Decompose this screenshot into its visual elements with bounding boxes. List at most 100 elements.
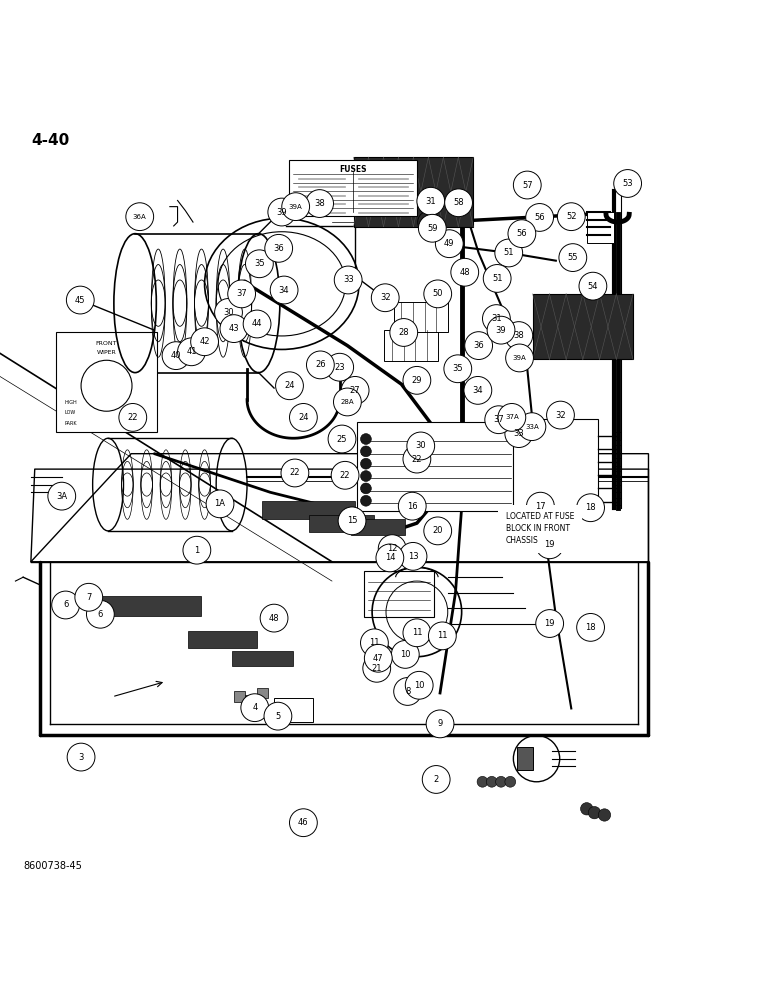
Circle shape xyxy=(405,671,433,699)
Text: 29: 29 xyxy=(411,376,422,385)
FancyBboxPatch shape xyxy=(309,515,374,532)
Circle shape xyxy=(48,482,76,510)
Text: 30: 30 xyxy=(415,441,426,450)
Text: 38: 38 xyxy=(314,199,325,208)
Text: 5: 5 xyxy=(276,712,280,721)
FancyBboxPatch shape xyxy=(364,571,434,617)
FancyBboxPatch shape xyxy=(257,688,268,698)
Text: 11: 11 xyxy=(411,628,422,637)
FancyBboxPatch shape xyxy=(290,160,417,216)
Text: 6: 6 xyxy=(98,610,103,619)
Text: 28: 28 xyxy=(398,328,409,337)
Circle shape xyxy=(67,743,95,771)
FancyBboxPatch shape xyxy=(513,419,598,508)
Text: 37: 37 xyxy=(236,289,247,298)
Circle shape xyxy=(361,446,371,457)
Circle shape xyxy=(282,193,310,221)
Text: 42: 42 xyxy=(199,337,210,346)
Circle shape xyxy=(559,244,587,271)
FancyBboxPatch shape xyxy=(232,651,293,666)
Text: 55: 55 xyxy=(567,253,578,262)
Circle shape xyxy=(482,305,510,332)
Circle shape xyxy=(435,230,463,258)
Circle shape xyxy=(391,641,419,668)
Circle shape xyxy=(265,234,293,262)
Text: 14: 14 xyxy=(384,553,395,562)
Circle shape xyxy=(418,214,446,242)
Text: 11: 11 xyxy=(437,631,448,640)
Text: 15: 15 xyxy=(347,516,357,525)
Circle shape xyxy=(290,809,317,837)
Circle shape xyxy=(398,492,426,520)
Circle shape xyxy=(508,220,536,248)
Circle shape xyxy=(371,284,399,312)
Text: 1: 1 xyxy=(195,546,199,555)
Text: 33: 33 xyxy=(513,429,524,438)
Text: 20: 20 xyxy=(432,526,443,535)
Circle shape xyxy=(518,413,546,441)
Text: 22: 22 xyxy=(411,455,422,464)
Text: 6: 6 xyxy=(63,600,68,609)
Circle shape xyxy=(495,239,523,267)
Text: 56: 56 xyxy=(516,229,527,238)
Circle shape xyxy=(424,517,452,545)
Text: 10: 10 xyxy=(414,681,425,690)
Circle shape xyxy=(334,388,361,416)
Circle shape xyxy=(394,678,422,705)
Circle shape xyxy=(577,613,604,641)
Text: 47: 47 xyxy=(373,654,384,663)
FancyBboxPatch shape xyxy=(533,294,633,359)
FancyBboxPatch shape xyxy=(234,691,245,702)
Text: LOCATED AT FUSE
BLOCK IN FRONT
CHASSIS: LOCATED AT FUSE BLOCK IN FRONT CHASSIS xyxy=(506,512,574,545)
Text: 18: 18 xyxy=(585,623,596,632)
Text: 32: 32 xyxy=(380,293,391,302)
Text: 31: 31 xyxy=(491,314,502,323)
Circle shape xyxy=(496,776,506,787)
Circle shape xyxy=(581,803,593,815)
Text: 16: 16 xyxy=(407,502,418,511)
Circle shape xyxy=(281,459,309,487)
Text: 33: 33 xyxy=(343,275,354,284)
Circle shape xyxy=(424,280,452,308)
FancyBboxPatch shape xyxy=(587,212,614,243)
Text: 31: 31 xyxy=(425,197,436,206)
Circle shape xyxy=(477,776,488,787)
Text: 2: 2 xyxy=(434,775,438,784)
Text: 19: 19 xyxy=(544,619,555,628)
Circle shape xyxy=(505,420,533,448)
Text: FUSES: FUSES xyxy=(340,165,367,174)
Circle shape xyxy=(426,710,454,738)
FancyBboxPatch shape xyxy=(357,422,515,511)
Text: PARK: PARK xyxy=(64,421,76,426)
Circle shape xyxy=(86,600,114,628)
Text: 26: 26 xyxy=(315,360,326,369)
FancyBboxPatch shape xyxy=(384,330,438,361)
Text: 23: 23 xyxy=(334,363,345,372)
Text: 3: 3 xyxy=(79,753,83,762)
Text: 44: 44 xyxy=(252,319,262,328)
Text: 11: 11 xyxy=(369,638,380,647)
Circle shape xyxy=(486,776,497,787)
Text: 22: 22 xyxy=(127,413,138,422)
Text: 8: 8 xyxy=(405,687,410,696)
Circle shape xyxy=(513,171,541,199)
FancyBboxPatch shape xyxy=(354,157,473,227)
Circle shape xyxy=(119,404,147,431)
Text: 27: 27 xyxy=(350,386,361,395)
Text: 37: 37 xyxy=(493,415,504,424)
Circle shape xyxy=(417,187,445,215)
Circle shape xyxy=(268,198,296,226)
Text: 39A: 39A xyxy=(289,204,303,210)
Circle shape xyxy=(326,353,354,381)
Circle shape xyxy=(399,542,427,570)
Circle shape xyxy=(75,583,103,611)
Text: 49: 49 xyxy=(444,239,455,248)
Circle shape xyxy=(243,310,271,338)
Text: 21: 21 xyxy=(371,664,382,673)
Text: 41: 41 xyxy=(186,347,197,356)
Text: 39: 39 xyxy=(496,326,506,335)
Text: 34: 34 xyxy=(472,386,483,395)
Circle shape xyxy=(334,266,362,294)
Text: 7: 7 xyxy=(86,593,91,602)
Text: 35: 35 xyxy=(254,259,265,268)
